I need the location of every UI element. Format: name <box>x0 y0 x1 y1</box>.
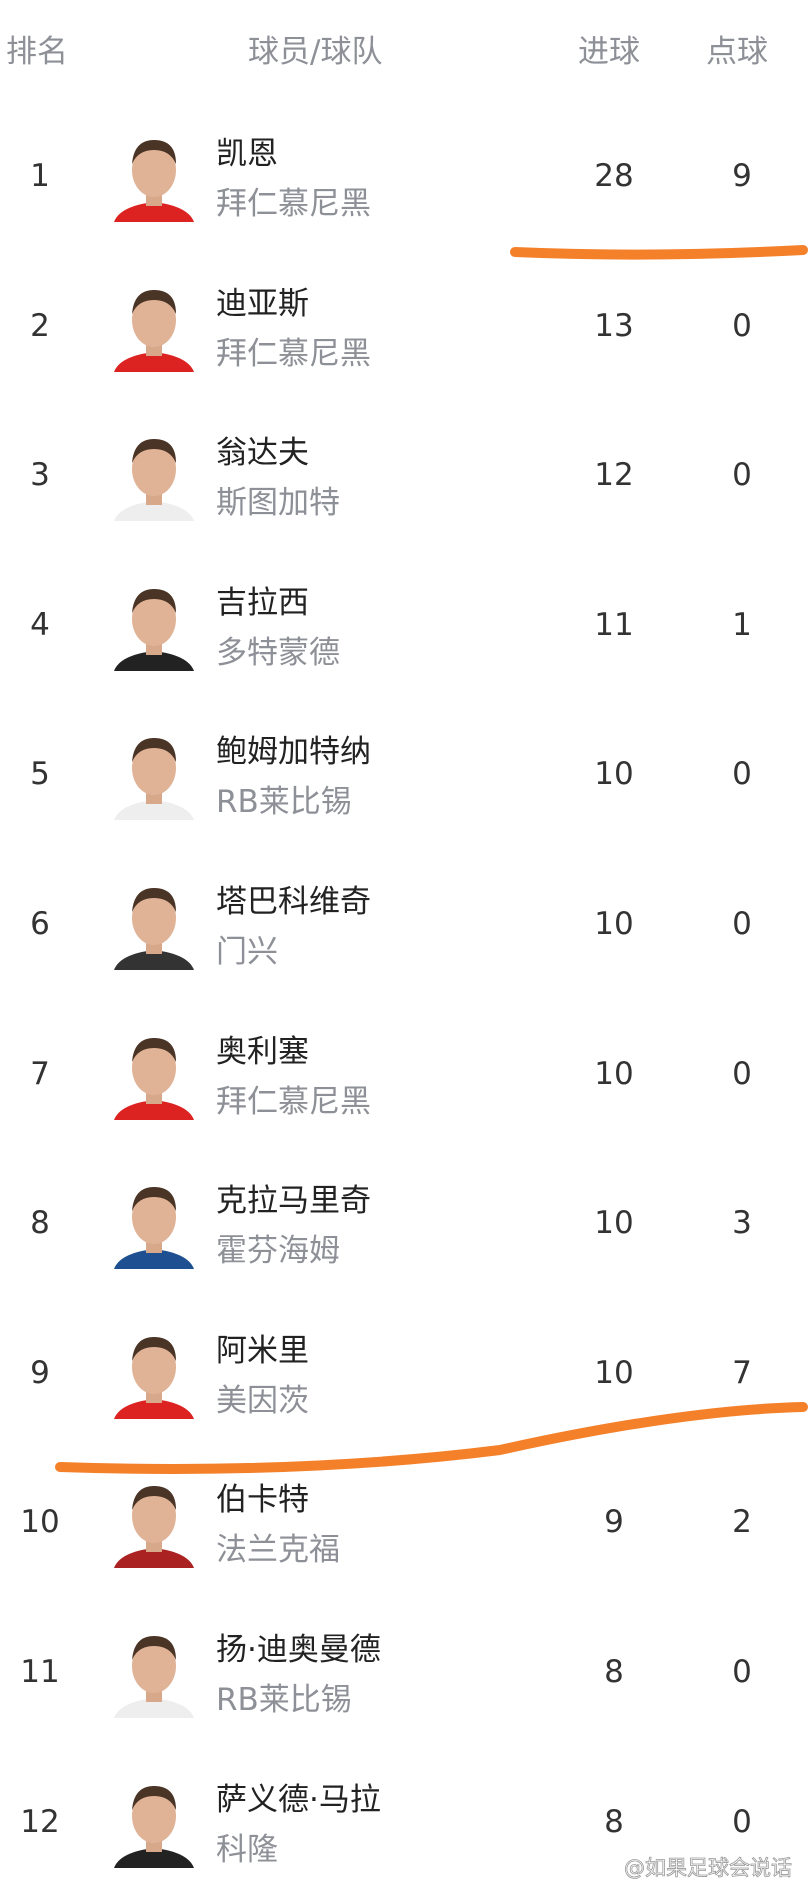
player-name[interactable]: 凯恩 <box>216 136 278 172</box>
rank: 9 <box>30 1354 50 1391</box>
rank: 7 <box>30 1055 50 1092</box>
penalties: 0 <box>732 1654 752 1690</box>
rank: 5 <box>30 756 50 793</box>
goals: 10 <box>594 1055 634 1092</box>
player-avatar <box>114 1486 194 1569</box>
table-row[interactable]: 7 奥利塞 拜仁慕尼黑 10 0 <box>0 1006 808 1156</box>
penalties: 1 <box>732 606 752 643</box>
table-row[interactable]: 9 阿米里 美因茨 10 7 <box>0 1305 808 1455</box>
player-name[interactable]: 克拉马里奇 <box>216 1183 371 1220</box>
player-name[interactable]: 扬·迪奥曼德 <box>216 1632 381 1668</box>
team-name[interactable]: 拜仁慕尼黑 <box>216 335 371 372</box>
table-row[interactable]: 5 鲍姆加特纳 RB莱比锡 10 0 <box>0 706 808 856</box>
player-avatar <box>114 588 194 671</box>
table-row[interactable]: 10 伯卡特 法兰克福 9 2 <box>0 1454 808 1604</box>
team-name[interactable]: RB莱比锡 <box>216 784 352 821</box>
team-name[interactable]: 美因茨 <box>216 1382 309 1419</box>
player-avatar <box>114 1336 194 1419</box>
player-name[interactable]: 萨义德·马拉 <box>216 1781 381 1818</box>
team-name[interactable]: 多特蒙德 <box>216 634 340 671</box>
rank: 8 <box>30 1205 50 1242</box>
penalties: 0 <box>732 906 752 942</box>
player-avatar <box>114 888 194 970</box>
table-row[interactable]: 11 扬·迪奥曼德 RB莱比锡 8 0 <box>0 1604 808 1754</box>
team-name[interactable]: 拜仁慕尼黑 <box>216 186 371 222</box>
player-avatar <box>114 439 194 522</box>
goals: 10 <box>594 906 634 942</box>
goals: 28 <box>594 158 634 194</box>
team-name[interactable]: 斯图加特 <box>216 485 340 522</box>
rank: 10 <box>20 1504 60 1541</box>
player-avatar <box>114 1636 194 1718</box>
goals: 11 <box>594 606 634 643</box>
rank: 11 <box>20 1654 60 1690</box>
penalties: 2 <box>732 1504 752 1541</box>
goals: 10 <box>594 1354 634 1391</box>
team-name[interactable]: 法兰克福 <box>216 1532 340 1569</box>
goals: 10 <box>594 1205 634 1242</box>
rank: 12 <box>20 1803 60 1840</box>
goals: 13 <box>594 307 634 344</box>
team-name[interactable]: 科隆 <box>216 1831 278 1868</box>
rank: 4 <box>30 606 50 643</box>
penalties: 7 <box>732 1354 752 1391</box>
player-name[interactable]: 迪亚斯 <box>216 285 309 322</box>
player-avatar <box>114 1187 194 1270</box>
penalties: 0 <box>732 756 752 793</box>
player-name[interactable]: 吉拉西 <box>216 584 309 621</box>
table-row[interactable]: 3 翁达夫 斯图加特 12 0 <box>0 407 808 557</box>
penalties: 3 <box>732 1205 752 1242</box>
player-name[interactable]: 翁达夫 <box>216 435 309 472</box>
header-penalties: 点球 <box>706 34 768 70</box>
goals: 8 <box>604 1654 624 1690</box>
player-avatar <box>114 738 194 821</box>
player-name[interactable]: 伯卡特 <box>216 1482 309 1519</box>
player-avatar <box>114 289 194 372</box>
goals: 10 <box>594 756 634 793</box>
table-row[interactable]: 8 克拉马里奇 霍芬海姆 10 3 <box>0 1155 808 1305</box>
player-avatar <box>114 1037 194 1120</box>
rank: 3 <box>30 457 50 494</box>
rank: 2 <box>30 307 50 344</box>
table-row[interactable]: 12 萨义德·马拉 科隆 8 0 <box>0 1754 808 1904</box>
penalties: 0 <box>732 1803 752 1840</box>
goals: 8 <box>604 1803 624 1840</box>
player-avatar <box>114 1785 194 1868</box>
penalties: 0 <box>732 1055 752 1092</box>
table-row[interactable]: 1 凯恩 拜仁慕尼黑 28 9 <box>0 108 808 258</box>
team-name[interactable]: 门兴 <box>216 934 278 970</box>
goals: 12 <box>594 457 634 494</box>
goals: 9 <box>604 1504 624 1541</box>
player-avatar <box>114 140 194 222</box>
penalties: 0 <box>732 457 752 494</box>
watermark: @如果足球会说话 <box>624 1856 793 1881</box>
team-name[interactable]: 霍芬海姆 <box>216 1233 340 1270</box>
header-player-team: 球员/球队 <box>248 34 383 70</box>
table-row[interactable]: 6 塔巴科维奇 门兴 10 0 <box>0 856 808 1006</box>
player-name[interactable]: 奥利塞 <box>216 1033 309 1070</box>
header-rank: 排名 <box>6 34 68 70</box>
team-name[interactable]: 拜仁慕尼黑 <box>216 1083 371 1120</box>
header-goals: 进球 <box>578 34 640 70</box>
player-name[interactable]: 阿米里 <box>216 1332 309 1369</box>
table-row[interactable]: 2 迪亚斯 拜仁慕尼黑 13 0 <box>0 258 808 408</box>
rank: 6 <box>30 906 50 942</box>
penalties: 9 <box>732 158 752 194</box>
team-name[interactable]: RB莱比锡 <box>216 1682 352 1718</box>
rank: 1 <box>30 158 50 194</box>
table-row[interactable]: 4 吉拉西 多特蒙德 11 1 <box>0 557 808 707</box>
player-name[interactable]: 塔巴科维奇 <box>216 884 371 920</box>
penalties: 0 <box>732 307 752 344</box>
player-name[interactable]: 鲍姆加特纳 <box>216 734 371 771</box>
